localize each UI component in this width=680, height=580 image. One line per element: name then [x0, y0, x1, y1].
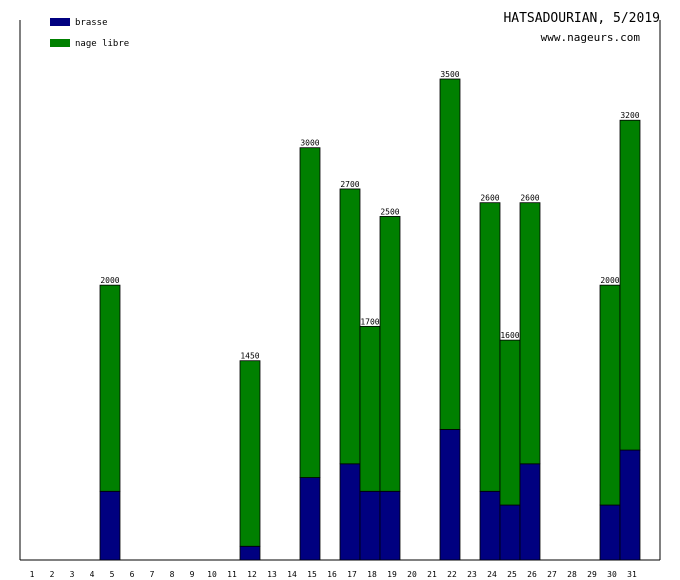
total-labels: 2000 1450 3000 2700 1700 2500 3500 2600 1600 2600… [100, 70, 639, 361]
x-tick-label: 18 [367, 570, 377, 579]
x-tick-label: 20 [407, 570, 417, 579]
chart-title: HATSADOURIAN, 5/2019 [503, 11, 660, 26]
bar-total-label: 2600 [480, 194, 499, 203]
site-url: www.nageurs.com [541, 31, 641, 44]
bar-nage-libre [299, 147, 321, 478]
x-tick-label: 6 [130, 570, 135, 579]
x-tick-label: 9 [190, 570, 195, 579]
legend: brasse nage libre [50, 18, 129, 49]
bar-brasse [339, 463, 361, 561]
x-tick-label: 8 [170, 570, 175, 579]
bar-brasse [359, 490, 381, 561]
bar-total-label: 1600 [500, 331, 519, 340]
bar-brasse [599, 504, 621, 561]
x-tick-label: 31 [627, 570, 637, 579]
bar-total-label: 3500 [440, 70, 459, 79]
x-tick-label: 27 [547, 570, 557, 579]
bar-brasse [379, 490, 401, 561]
x-tick-label: 26 [527, 570, 537, 579]
bar-nage-libre [99, 284, 121, 492]
bar-nage-libre [619, 119, 641, 451]
bars [99, 78, 641, 561]
bar-total-label: 2000 [100, 276, 119, 285]
x-tick-label: 29 [587, 570, 597, 579]
x-tick-label: 15 [307, 570, 317, 579]
bar-brasse [239, 545, 261, 561]
x-tick-label: 16 [327, 570, 337, 579]
bar-brasse [439, 429, 461, 561]
x-tick-labels: 1 2 3 4 5 6 7 8 9 10 11 12 13 14 15 16 17 18 19 20 21 22 23 24 2… [30, 570, 637, 579]
bar-nage-libre [519, 202, 541, 465]
x-tick-label: 2 [50, 570, 55, 579]
x-tick-label: 11 [227, 570, 237, 579]
bar-nage-libre [499, 339, 521, 506]
bar-nage-libre [599, 284, 621, 506]
x-tick-label: 19 [387, 570, 397, 579]
bar-nage-libre [439, 78, 461, 430]
bar-nage-libre [239, 360, 261, 547]
bar-nage-libre [379, 216, 401, 492]
bar-nage-libre [339, 188, 361, 465]
bar-total-label: 3000 [300, 139, 319, 148]
bar-total-label: 3200 [620, 111, 639, 120]
bar-total-label: 2700 [340, 180, 359, 189]
x-tick-label: 1 [30, 570, 35, 579]
bar-brasse [499, 504, 521, 561]
x-tick-label: 30 [607, 570, 617, 579]
x-tick-label: 21 [427, 570, 437, 579]
bar-brasse [619, 449, 641, 561]
bar-brasse [299, 477, 321, 561]
x-tick-label: 7 [150, 570, 155, 579]
x-tick-label: 28 [567, 570, 577, 579]
x-tick-label: 12 [247, 570, 257, 579]
x-tick-label: 13 [267, 570, 277, 579]
bar-nage-libre [479, 202, 501, 492]
x-tick-label: 23 [467, 570, 477, 579]
bar-total-label: 2500 [380, 207, 399, 216]
bar-total-label: 2600 [520, 194, 539, 203]
x-tick-label: 5 [110, 570, 115, 579]
bar-total-label: 1700 [360, 317, 379, 326]
x-tick-label: 4 [90, 570, 95, 579]
x-tick-label: 17 [347, 570, 357, 579]
bar-brasse [99, 490, 121, 561]
bar-brasse [479, 490, 501, 561]
legend-swatch-nage-libre [50, 39, 70, 47]
bar-nage-libre [359, 325, 381, 492]
bar-total-label: 1450 [240, 352, 259, 361]
legend-label-nage-libre: nage libre [75, 39, 129, 49]
bar-total-label: 2000 [600, 276, 619, 285]
legend-swatch-brasse [50, 18, 70, 26]
x-tick-label: 25 [507, 570, 517, 579]
x-tick-label: 3 [70, 570, 75, 579]
x-tick-label: 22 [447, 570, 457, 579]
x-tick-label: 14 [287, 570, 297, 579]
bar-brasse [519, 463, 541, 561]
x-tick-label: 10 [207, 570, 217, 579]
x-tick-label: 24 [487, 570, 497, 579]
legend-label-brasse: brasse [75, 18, 108, 28]
